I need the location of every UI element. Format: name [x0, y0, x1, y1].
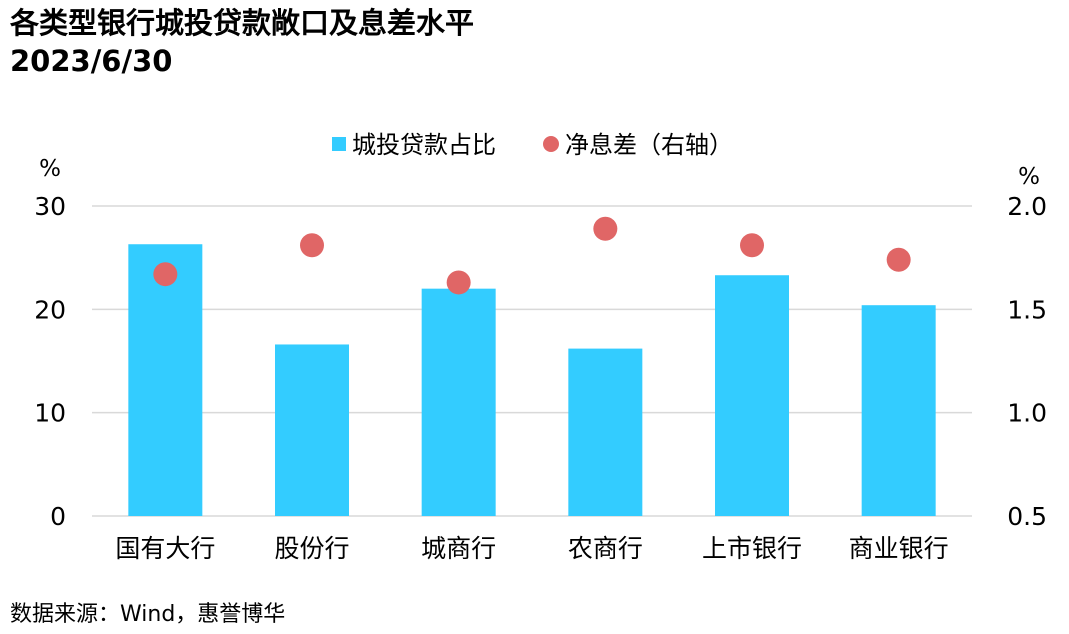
point	[886, 247, 911, 272]
bar	[128, 244, 203, 516]
bar	[275, 344, 349, 516]
x-tick-label: 商业银行	[849, 534, 949, 563]
legend-swatch-bar	[332, 137, 346, 151]
chart-title-line2: 2023/6/30	[10, 44, 173, 78]
y-left-tick-label: 10	[34, 399, 66, 428]
bar	[861, 305, 936, 516]
y-right-tick-label: 1.0	[1007, 399, 1047, 428]
point	[153, 262, 178, 287]
source-note: 数据来源：Wind，惠誉博华	[10, 602, 286, 627]
x-tick-label: 上市银行	[702, 534, 802, 563]
y-right-tick-label: 0.5	[1007, 502, 1047, 531]
point	[300, 233, 324, 258]
legend-label: 净息差（右轴）	[565, 131, 733, 159]
bar	[421, 288, 496, 516]
x-tick-label: 股份行	[274, 534, 349, 563]
y-right-tick-label: 2.0	[1007, 192, 1047, 221]
y-right-unit: %	[1018, 164, 1040, 190]
y-right-tick-label: 1.5	[1007, 295, 1047, 324]
x-tick-label: 农商行	[568, 534, 643, 563]
x-tick-label: 国有大行	[115, 534, 215, 563]
chart-title: 各类型银行城投贷款敞口及息差水平 2023/6/30	[10, 4, 474, 80]
legend-swatch-dot	[543, 136, 559, 152]
y-left-tick-label: 20	[34, 295, 66, 324]
y-left-tick-label: 0	[50, 502, 66, 531]
point	[593, 216, 618, 241]
y-left-tick-label: 30	[34, 192, 66, 221]
bar	[568, 348, 643, 516]
chart-title-line1: 各类型银行城投贷款敞口及息差水平	[10, 6, 475, 40]
x-tick-label: 城商行	[421, 534, 496, 563]
y-left-unit: %	[39, 156, 61, 182]
point	[740, 233, 764, 258]
legend-label: 城投贷款占比	[352, 131, 496, 159]
bar	[715, 275, 789, 516]
point	[446, 270, 471, 295]
